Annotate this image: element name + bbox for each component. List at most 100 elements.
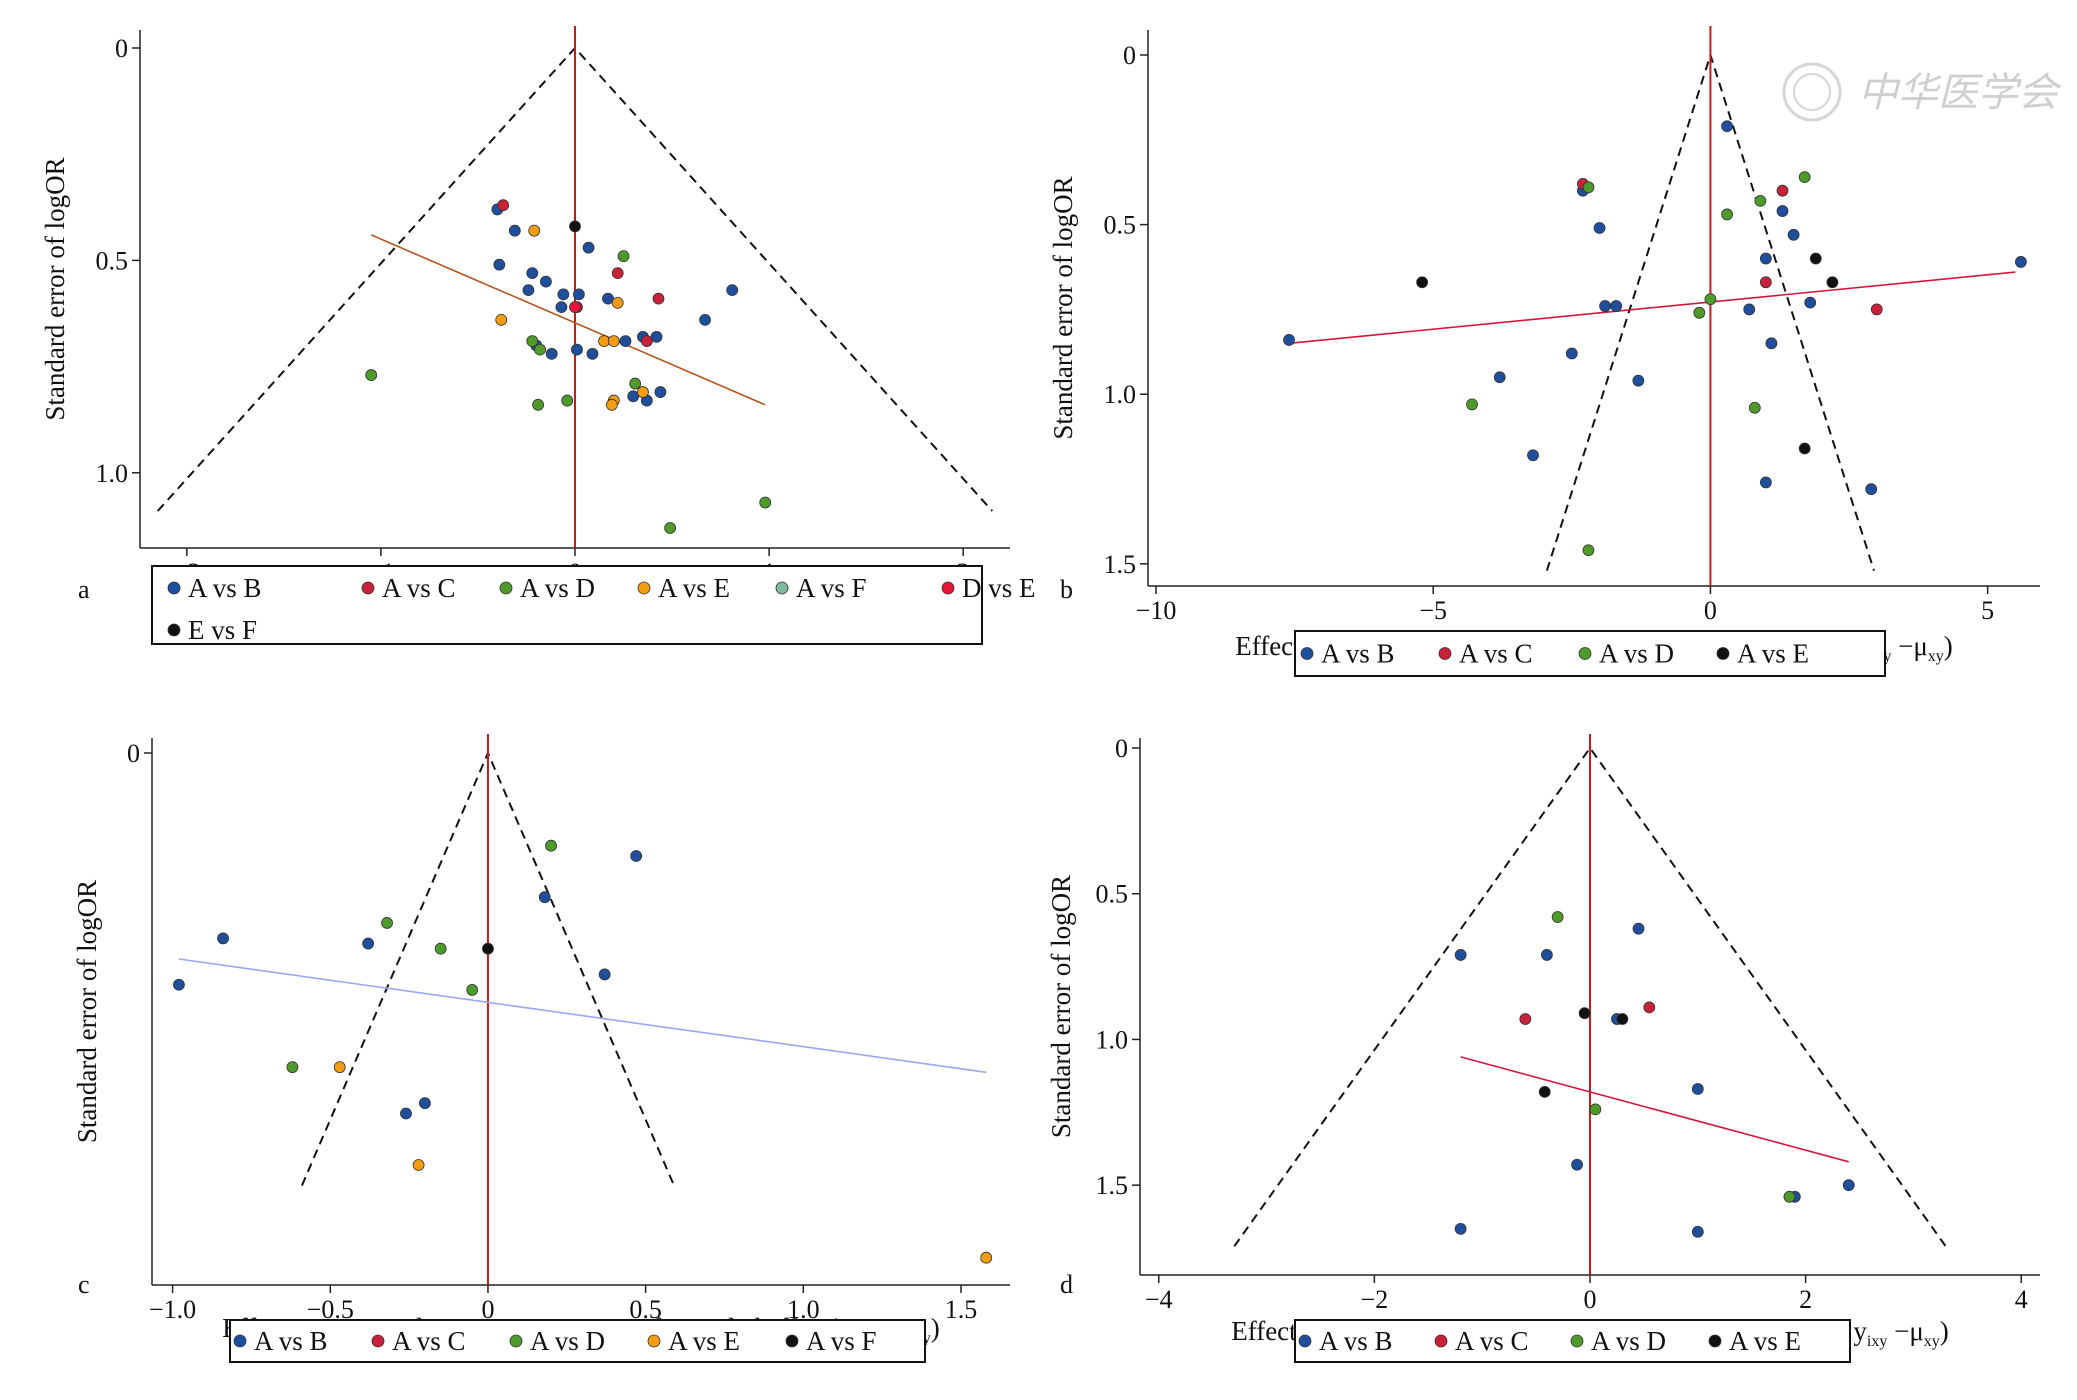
- legend-marker: [1300, 647, 1314, 660]
- data-point-a-vs-b: [1759, 476, 1772, 489]
- panel-label: d: [1060, 1270, 1073, 1299]
- data-point-a-vs-b: [1759, 252, 1772, 265]
- y-tick-label: 0: [115, 34, 128, 63]
- data-point-a-vs-b: [1632, 922, 1645, 935]
- x-tick-label: −2: [1361, 1285, 1389, 1314]
- data-point-a-vs-e: [333, 1061, 346, 1074]
- data-point-a-vs-d: [1551, 911, 1564, 923]
- watermark-seal-inner: [1793, 73, 1831, 111]
- data-point-a-vs-b: [217, 932, 229, 945]
- data-point-a-vs-b: [526, 267, 539, 280]
- data-point-a-vs-b: [627, 390, 640, 403]
- watermark: 中华医学会: [1782, 62, 2062, 122]
- data-point-a-vs-d: [365, 369, 378, 381]
- legend-marker: [1570, 1334, 1584, 1348]
- data-point-a-vs-b: [602, 292, 614, 305]
- panel-b: −10 −5 0 5 0 0.5 1.0 1.5 b Standard error of logO…: [1048, 26, 2040, 677]
- legend-label: A vs C: [392, 1326, 466, 1356]
- data-point-a-vs-b: [1527, 449, 1539, 462]
- data-point-a-vs-e: [1416, 276, 1429, 289]
- data-point-a-vs-b: [1540, 949, 1553, 961]
- data-point-d-vs-e: [569, 301, 581, 314]
- x-tick-label: 0: [481, 1295, 494, 1324]
- legend-label: A vs D: [520, 573, 595, 603]
- legend-marker: [361, 581, 375, 595]
- data-point-a-vs-b: [545, 347, 558, 360]
- x-tick-label: 5: [1981, 596, 1994, 625]
- legend: A vs B A vs C A vs D A vs E: [1294, 1319, 1851, 1363]
- y-axis-label: Standard error of logOR: [72, 880, 102, 1143]
- data-point-a-vs-d: [1582, 181, 1595, 194]
- data-point-a-vs-c: [1759, 276, 1772, 289]
- data-point-a-vs-d: [286, 1061, 299, 1074]
- data-point-a-vs-d: [381, 917, 393, 929]
- regression-line: [1460, 1056, 1849, 1163]
- legend-label: A vs F: [796, 573, 867, 603]
- data-point-a-vs-c: [1519, 1013, 1532, 1025]
- data-point-a-vs-b: [418, 1097, 431, 1110]
- legend-label: A vs E: [1737, 639, 1809, 669]
- data-point-a-vs-b: [508, 224, 521, 237]
- data-point-a-vs-d: [534, 343, 546, 356]
- y-tick-label: 0.5: [1096, 880, 1129, 909]
- data-point-a-vs-b: [1691, 1083, 1704, 1095]
- legend-label: A vs E: [1729, 1326, 1801, 1356]
- data-point-a-vs-b: [654, 386, 667, 398]
- y-tick-label: 0: [127, 739, 140, 768]
- legend: A vs B A vs C A vs D A vs E A vs F: [229, 1319, 926, 1363]
- legend-label: A vs C: [1455, 1326, 1529, 1356]
- y-axis-label: Standard error of logOR: [1046, 875, 1076, 1138]
- legend-marker: [637, 581, 651, 595]
- data-point-a-vs-b: [1765, 337, 1778, 350]
- data-point-a-vs-e: [528, 224, 541, 237]
- data-point-a-vs-b: [1493, 371, 1506, 384]
- data-point-a-vs-d: [1798, 171, 1811, 184]
- legend-marker: [371, 1334, 385, 1348]
- data-point-a-vs-b: [2015, 256, 2027, 268]
- x-tick-label: −1.0: [149, 1295, 196, 1324]
- panel-label: a: [78, 575, 90, 604]
- legend-label: A vs C: [1459, 639, 1533, 669]
- regression-line: [1288, 271, 2016, 345]
- data-point-a-vs-c: [1643, 1001, 1656, 1014]
- data-point-a-vs-c: [652, 292, 665, 305]
- data-point-a-vs-b: [493, 258, 506, 271]
- data-point-a-vs-b: [522, 284, 535, 297]
- x-tick-label: −10: [1136, 596, 1177, 625]
- data-point-a-vs-b: [539, 275, 552, 288]
- data-point-a-vs-b: [619, 335, 632, 348]
- data-point-a-vs-b: [1743, 303, 1756, 316]
- data-point-a-vs-d: [1748, 401, 1761, 414]
- data-point-a-vs-b: [572, 288, 585, 301]
- data-point-a-vs-b: [1776, 205, 1789, 217]
- data-point-a-vs-b: [1632, 374, 1645, 387]
- legend-marker: [775, 581, 789, 595]
- funnel-boundary: [1233, 746, 1947, 1247]
- legend-label: A vs F: [806, 1326, 877, 1356]
- legend-marker: [785, 1334, 799, 1348]
- data-point-a-vs-e: [1616, 1013, 1629, 1025]
- legend-marker: [1434, 1334, 1448, 1348]
- data-point-a-vs-e: [607, 335, 620, 348]
- data-point-a-vs-b: [1571, 1158, 1583, 1171]
- regression-line: [178, 958, 987, 1074]
- data-point-a-vs-b: [1691, 1225, 1704, 1238]
- legend-marker: [509, 1334, 523, 1348]
- data-point-a-vs-b: [1599, 300, 1611, 312]
- data-point-a-vs-b: [1610, 300, 1623, 312]
- data-point-e-vs-f: [569, 220, 581, 233]
- data-point-a-vs-b: [1804, 296, 1817, 309]
- legend-box: [151, 565, 983, 645]
- data-point-a-vs-b: [586, 347, 599, 360]
- x-tick-label: −5: [1419, 596, 1447, 625]
- data-point-a-vs-d: [561, 394, 574, 407]
- y-tick-label: 1.0: [1104, 380, 1137, 409]
- data-point-a-vs-b: [650, 330, 663, 343]
- data-point-a-vs-f: [482, 942, 494, 955]
- x-tick-label: −4: [1145, 1285, 1173, 1314]
- data-point-a-vs-c: [611, 267, 624, 280]
- data-point-a-vs-b: [1283, 334, 1295, 346]
